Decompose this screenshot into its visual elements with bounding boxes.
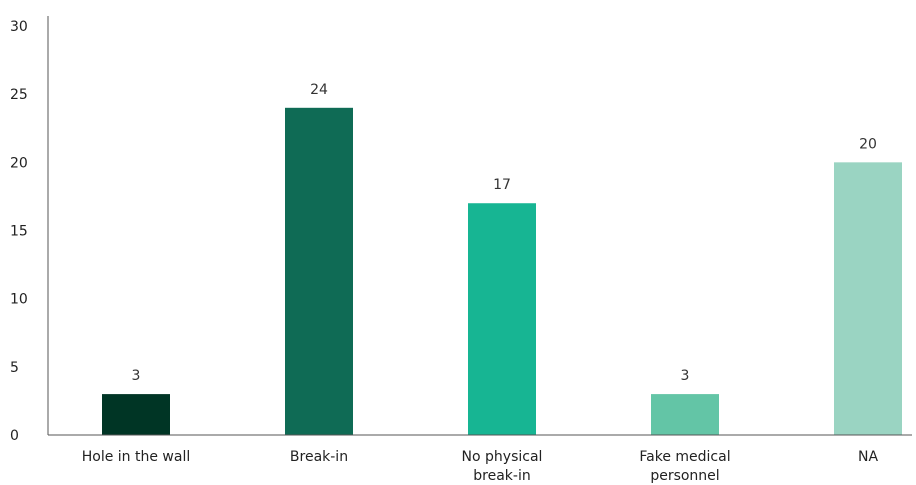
x-tick-label: Fake medical personnel [639,449,730,484]
bar [285,107,353,436]
y-tick-label: 25 [10,87,28,103]
x-tick-label: NA [858,449,878,465]
x-tick-label-line: personnel [650,468,719,484]
bar [468,203,536,435]
bar [651,394,719,435]
y-axis-ticks: 0 5 10 15 20 25 30 [10,19,28,444]
x-tick-label: No physical break-in [462,449,543,484]
bar [834,162,902,436]
data-label: 3 [132,368,141,384]
data-labels: 3 24 17 3 20 [132,82,877,384]
x-tick-label: Break-in [290,449,348,465]
data-label: 3 [681,368,690,384]
x-tick-label: Hole in the wall [82,449,191,465]
x-axis-labels: Hole in the wall Break-in No physical break… [82,449,879,484]
y-tick-label: 5 [10,360,19,376]
y-tick-label: 0 [10,428,19,444]
y-tick-label: 30 [10,19,28,35]
x-tick-label-line: NA [858,449,878,465]
y-tick-label: 15 [10,224,28,240]
x-tick-label-line: break-in [473,468,530,484]
data-label: 24 [310,82,328,98]
y-tick-label: 20 [10,155,28,171]
x-tick-label-line: Break-in [290,449,348,465]
y-tick-label: 10 [10,292,28,308]
x-tick-label-line: No physical [462,449,543,465]
bar [102,394,170,435]
data-label: 17 [493,177,511,193]
bars [102,107,902,436]
data-label: 20 [859,136,877,152]
x-tick-label-line: Fake medical [639,449,730,465]
x-tick-label-line: Hole in the wall [82,449,191,465]
